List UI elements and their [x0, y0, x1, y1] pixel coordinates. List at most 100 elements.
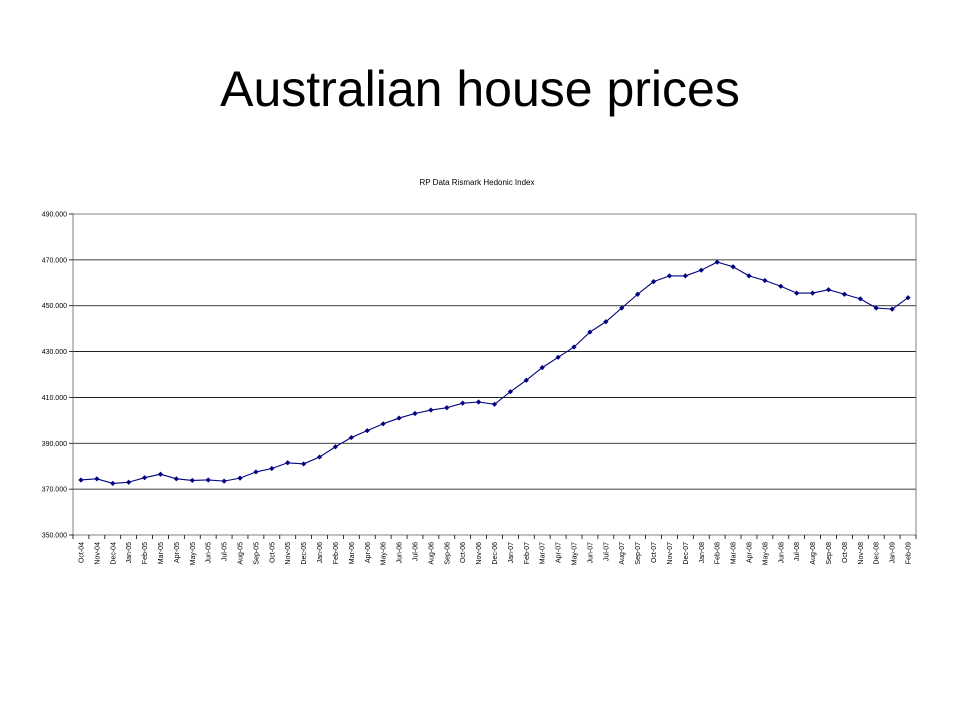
data-point [857, 296, 863, 302]
x-tick-label: Jan-09 [890, 542, 897, 564]
data-point [94, 476, 100, 482]
series-layer [78, 259, 911, 487]
x-tick-label: Jul-08 [794, 542, 801, 561]
x-tick-label: Jan-06 [317, 542, 324, 564]
y-tick-label: 450.000 [42, 303, 67, 310]
x-tick-label: Sep-06 [444, 542, 451, 565]
data-point [237, 475, 243, 481]
data-point [110, 480, 116, 487]
x-tick-label: Oct-07 [651, 542, 658, 563]
data-point [730, 264, 736, 270]
data-point [444, 405, 450, 411]
x-tick-label: Jan-08 [699, 542, 706, 564]
data-point [635, 291, 641, 297]
data-point [889, 306, 895, 312]
x-tick-label: Feb-06 [333, 542, 340, 564]
data-point [666, 273, 673, 279]
data-point [825, 287, 832, 293]
x-tick-label: Apr-07 [556, 542, 563, 563]
slide-title: Australian house prices [220, 61, 740, 117]
y-tick-label: 490.000 [42, 212, 67, 219]
data-point [348, 434, 354, 441]
x-tick-label: Jun-06 [397, 542, 404, 564]
x-tick-label: Apr-08 [746, 542, 753, 563]
x-tick-label: Dec-08 [874, 542, 881, 565]
x-tick-label: Feb-08 [715, 542, 722, 564]
data-point [380, 421, 386, 427]
data-point [316, 454, 323, 460]
x-tick-label: Aug-08 [810, 542, 817, 565]
x-tick-label: Jun-05 [206, 542, 213, 564]
x-tick-label: Nov-05 [285, 542, 292, 565]
data-point [762, 277, 768, 284]
data-point [78, 477, 84, 483]
x-tick-label: Apr-05 [174, 542, 181, 563]
data-point [269, 465, 275, 472]
data-point [539, 365, 545, 371]
data-point [396, 415, 402, 421]
x-tick-label: May-08 [762, 542, 769, 565]
x-tick-label: Nov-06 [476, 542, 483, 565]
x-tick-label: Nov-04 [94, 542, 101, 565]
data-point [507, 389, 514, 395]
x-tick-label: Dec-05 [301, 542, 308, 565]
data-point [698, 267, 704, 273]
data-point [460, 400, 466, 406]
y-tick-label: 410.000 [42, 395, 67, 402]
x-tick-label: Feb-05 [142, 542, 149, 564]
x-tick-label: Jul-07 [603, 542, 610, 561]
x-tick-label: Aug-05 [238, 542, 245, 565]
data-point [221, 478, 227, 484]
x-axis: Oct-04 Nov-04 Dec-04 Jan-05 Feb-05 Mar-05 Apr-… [72, 535, 917, 565]
x-tick-label: Jun-07 [587, 542, 594, 564]
x-tick-label: Feb-09 [906, 542, 913, 564]
data-point [841, 291, 848, 297]
data-point [794, 290, 800, 296]
data-point [301, 461, 307, 467]
data-point [603, 319, 609, 325]
x-tick-label: Dec-04 [110, 542, 117, 565]
data-point [189, 477, 195, 484]
y-tick-label: 370.000 [42, 487, 67, 494]
x-tick-label: Jul-06 [412, 542, 419, 561]
gridlines [73, 213, 916, 536]
data-point [157, 471, 164, 477]
x-tick-label: Sep-08 [826, 542, 833, 565]
x-tick-label: Nov-08 [858, 542, 865, 565]
data-point [491, 401, 498, 407]
data-point [173, 476, 179, 482]
data-point [253, 469, 259, 475]
data-point [126, 479, 132, 485]
data-point [714, 259, 720, 265]
x-tick-label: Aug-06 [428, 542, 435, 565]
data-point [285, 460, 291, 466]
x-tick-label: Mar-07 [540, 542, 547, 564]
data-point [412, 410, 418, 417]
data-point [205, 477, 211, 483]
plot-area-border [72, 213, 917, 536]
x-tick-label: May-05 [190, 542, 197, 565]
x-tick-label: Mar-06 [349, 542, 356, 564]
x-tick-label: Sep-07 [635, 542, 642, 565]
data-point [778, 283, 784, 289]
y-tick-label: 470.000 [42, 257, 67, 264]
series-line [80, 261, 909, 484]
x-tick-label: Mar-05 [158, 542, 165, 564]
data-point [141, 475, 148, 481]
x-tick-label: Sep-05 [253, 542, 260, 565]
x-tick-label: Jul-05 [222, 542, 229, 561]
data-point [555, 354, 561, 360]
x-tick-label: Feb-07 [524, 542, 531, 564]
y-tick-label: 350.000 [42, 533, 67, 540]
data-point [873, 305, 879, 311]
x-tick-label: Mar-08 [731, 542, 738, 564]
data-point [571, 344, 577, 350]
y-tick-label: 430.000 [42, 349, 67, 356]
data-point [905, 295, 911, 301]
data-point [428, 407, 434, 413]
x-tick-label: Nov-07 [667, 542, 674, 565]
x-tick-label: Oct-08 [842, 542, 849, 563]
x-tick-label: Oct-06 [460, 542, 467, 563]
y-axis: 350.000 370.000 390.000 410.000 430.000 450.0… [42, 212, 73, 540]
